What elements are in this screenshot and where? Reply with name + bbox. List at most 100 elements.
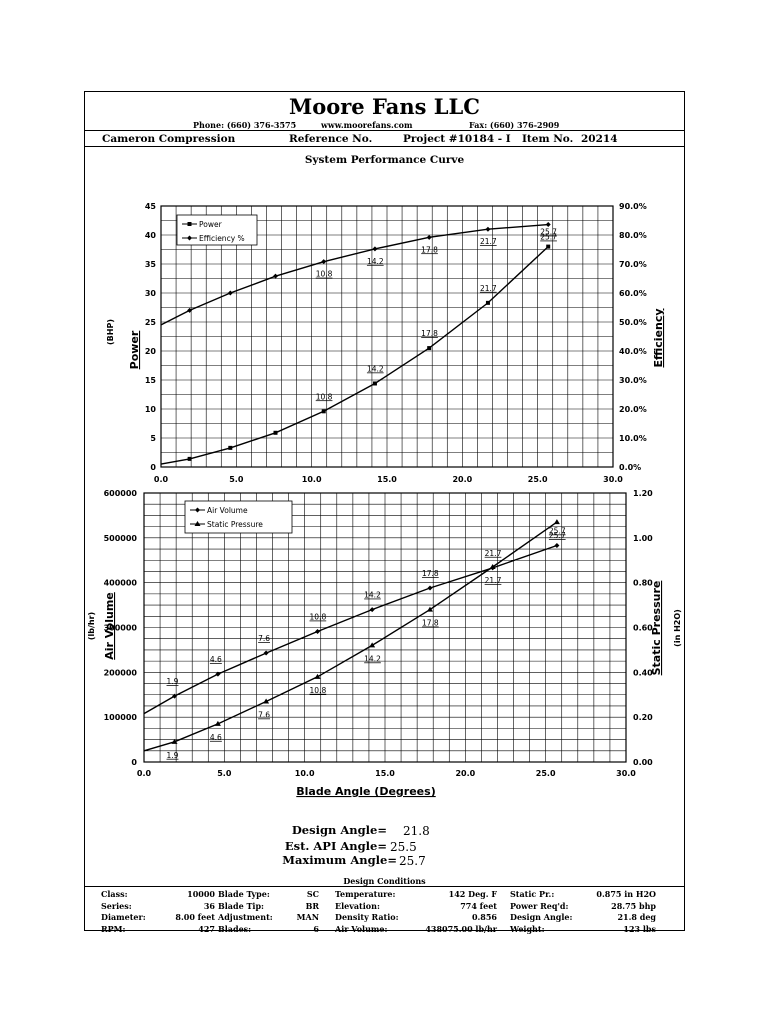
chart1-y-right-tick-label: 90.0% xyxy=(619,202,647,211)
condition-label: Elevation: xyxy=(335,900,380,911)
chart2-x-title: Blade Angle (Degrees) xyxy=(296,785,435,798)
condition-value: 8.00 feet xyxy=(175,912,215,922)
chart2-series-2-point xyxy=(369,642,376,648)
chart1-x-tick-label: 5.0 xyxy=(229,475,244,484)
chart2-series-2-point xyxy=(214,720,221,726)
chart2-y-right-tick-label: 1.20 xyxy=(633,489,653,498)
chart1-legend-label-1: Power xyxy=(199,220,223,229)
chart1-series-2-point xyxy=(187,307,193,313)
condition-value: SC xyxy=(306,889,319,899)
chart1-y-right-tick-label: 20.0% xyxy=(619,405,647,414)
chart1-y-right-tick-label: 40.0% xyxy=(619,347,647,356)
design-conditions-title: Design Conditions xyxy=(343,876,426,886)
chart2-series-1-point xyxy=(172,693,178,699)
chart1-series-1-point xyxy=(485,300,490,305)
condition-label: Weight: xyxy=(510,923,545,934)
design-conditions-rule xyxy=(85,886,684,887)
chart2-series-1-point xyxy=(427,585,433,591)
chart1-series-1-point xyxy=(427,346,432,351)
chart1-series-2-point xyxy=(227,290,233,296)
chart2-series-1-data-label: 1.9 xyxy=(167,677,179,686)
project-number: Project #10184 - I xyxy=(403,133,511,145)
chart2-y-right-tick-label: 0.40 xyxy=(633,668,653,677)
chart2-y-right-unit: (in H2O) xyxy=(673,609,682,647)
chart1-legend-marker-1 xyxy=(187,222,192,226)
chart1-series-2-data-label: 25.7 xyxy=(540,233,557,242)
condition-label: Blade Type: xyxy=(218,889,270,899)
condition-label: Blade Tip: xyxy=(218,900,264,911)
chart2-y-right-tick-label: 0.80 xyxy=(633,579,653,588)
chart2-x-tick-label: 10.0 xyxy=(295,769,315,778)
customer-name: Cameron Compression xyxy=(102,133,236,145)
chart2-series-1-data-label: 7.6 xyxy=(258,634,270,643)
chart2-series-1-data-label: 25.7 xyxy=(549,526,566,535)
chart1-series-1-data-label: 17.8 xyxy=(421,329,438,338)
chart1-x-tick-label: 30.0 xyxy=(603,475,623,484)
chart1-series-1-data-label: 14.2 xyxy=(367,364,384,373)
chart2-series-1-data-label: 4.6 xyxy=(210,655,222,664)
chart1-y-left-tick-label: 45 xyxy=(145,202,157,211)
condition-value: 36 xyxy=(203,900,215,911)
condition-value: 427 xyxy=(198,923,215,934)
chart1-series-2-point xyxy=(273,273,279,279)
chart1-y-left-tick-label: 15 xyxy=(145,376,157,385)
chart2-series-2-data-label: 4.6 xyxy=(210,733,222,742)
chart1-y-right-title: Efficiency xyxy=(652,308,665,367)
chart2-series-2-point xyxy=(489,563,496,569)
chart2-series-1-point xyxy=(215,671,221,677)
chart2-series-2-data-label: 1.9 xyxy=(167,751,179,760)
chart2-y-left-unit: (lb/hr) xyxy=(87,612,96,640)
chart1-x-tick-label: 25.0 xyxy=(528,475,548,484)
chart2-series-1-data-label: 21.7 xyxy=(485,549,502,558)
chart2-series-2-point xyxy=(171,738,178,744)
chart1-series-line-1 xyxy=(160,246,549,465)
chart1-series-2-point xyxy=(545,222,551,228)
chart2-legend-label-1: Air Volume xyxy=(207,506,248,515)
chart2-x-tick-label: 25.0 xyxy=(536,769,556,778)
chart1-series-1-point xyxy=(228,445,233,450)
condition-label: Class: xyxy=(101,889,128,899)
chart1-series-1-data-label: 25.7 xyxy=(540,228,557,237)
chart2-series-1-point xyxy=(369,607,375,613)
chart1-series-2-data-label: 21.7 xyxy=(480,237,497,246)
chart1-y-left-unit: (BHP) xyxy=(106,319,115,345)
chart1-y-left-tick-label: 0 xyxy=(150,463,156,472)
chart2-series-2-data-label: 10.8 xyxy=(310,686,327,695)
chart1-y-right-tick-label: 30.0% xyxy=(619,376,647,385)
chart1-y-left-tick-label: 30 xyxy=(145,289,157,298)
chart2-y-left-tick-label: 500000 xyxy=(104,534,138,543)
chart1-y-right-tick-label: 0.0% xyxy=(619,463,641,472)
max-angle-value: 25.7 xyxy=(399,854,426,868)
chart1-series-1-data-label: 21.7 xyxy=(480,284,497,293)
chart2-y-right-tick-label: 0.00 xyxy=(633,758,653,767)
fax-number: Fax: (660) 376-2909 xyxy=(469,120,560,130)
condition-label: Temperature: xyxy=(335,889,396,899)
chart1-series-1-point xyxy=(187,456,192,461)
chart1-y-right-tick-label: 70.0% xyxy=(619,260,647,269)
chart2-series-2-point xyxy=(314,673,321,679)
api-angle-label: Est. API Angle= xyxy=(284,839,387,853)
chart1-y-left-tick-label: 20 xyxy=(145,347,157,356)
chart2-series-1-point xyxy=(554,542,560,548)
chart2-y-left-tick-label: 400000 xyxy=(104,579,138,588)
chart2-y-left-tick-label: 100000 xyxy=(104,713,138,722)
chart2-y-left-title: Air Volume xyxy=(103,592,116,660)
chart2-series-1-data-label: 14.2 xyxy=(364,591,381,600)
api-angle-value: 25.5 xyxy=(390,840,417,854)
chart1-legend xyxy=(176,214,258,246)
condition-label: Blades: xyxy=(218,923,252,934)
chart2-series-2-data-label: 7.6 xyxy=(258,710,270,719)
chart2-series-1-data-label: 10.8 xyxy=(310,613,327,622)
chart1-series-2-point xyxy=(426,234,432,240)
reference-rule xyxy=(85,146,684,147)
chart2-y-right-title: Static Pressure xyxy=(650,581,663,676)
condition-value: 28.75 bhp xyxy=(611,900,656,911)
condition-value: BR xyxy=(305,900,319,911)
condition-label: RPM: xyxy=(101,923,126,934)
chart2-y-right-tick-label: 1.00 xyxy=(633,534,653,543)
chart2-y-left-tick-label: 200000 xyxy=(104,668,138,677)
chart1-y-left-tick-label: 40 xyxy=(145,231,157,240)
design-angle-label: Design Angle= xyxy=(291,823,387,837)
condition-label: Diameter: xyxy=(101,912,146,922)
chart2-legend xyxy=(184,500,293,534)
